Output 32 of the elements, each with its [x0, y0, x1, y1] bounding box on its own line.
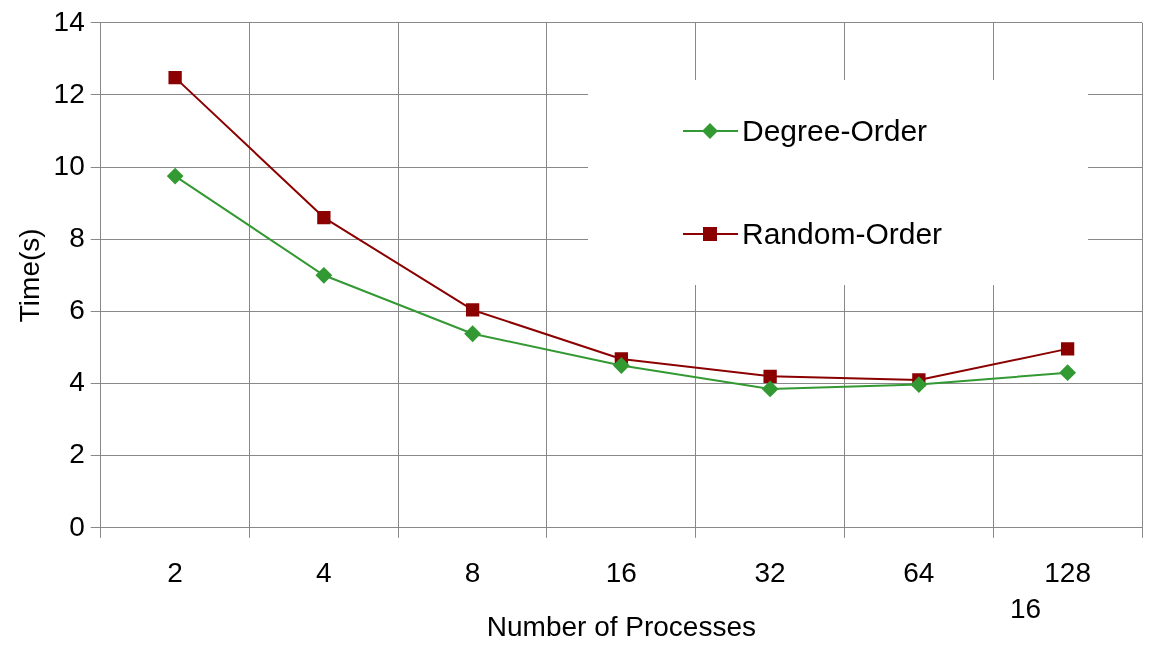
x-axis-title: Number of Processes: [486, 610, 756, 642]
point: [1060, 342, 1075, 356]
x-tick-label: 16: [605, 557, 637, 589]
x-tick-label: 128: [1044, 557, 1091, 589]
point: [613, 357, 630, 374]
point: [762, 380, 779, 397]
legend-label: Random-Order: [742, 216, 943, 251]
point: [315, 267, 332, 284]
x-tick-label: 8: [464, 557, 481, 589]
y-tick-label: 4: [69, 366, 85, 398]
y-axis-title: Time(s): [13, 228, 45, 323]
point: [910, 376, 927, 393]
x-tick-label: 4: [316, 557, 332, 589]
x-tick-label: 2: [167, 557, 183, 589]
point: [168, 70, 182, 85]
y-tick-label: 6: [69, 294, 85, 326]
point: [464, 325, 481, 342]
point: [167, 168, 184, 185]
point: [1059, 364, 1076, 381]
y-tick-label: 2: [69, 438, 85, 470]
y-tick-label: 8: [69, 221, 85, 253]
y-tick-label: 10: [53, 149, 85, 181]
x-tick-label: 32: [754, 557, 786, 589]
y-tick-label: 14: [53, 5, 85, 37]
point: [465, 303, 480, 317]
y-tick-label: 0: [69, 510, 85, 542]
legend-label: Degree-Order: [742, 114, 928, 149]
point: [317, 210, 331, 225]
point: [763, 369, 777, 383]
text: 16: [1010, 593, 1042, 625]
y-tick-label: 12: [53, 77, 85, 109]
x-tick-label: 64: [903, 557, 935, 589]
